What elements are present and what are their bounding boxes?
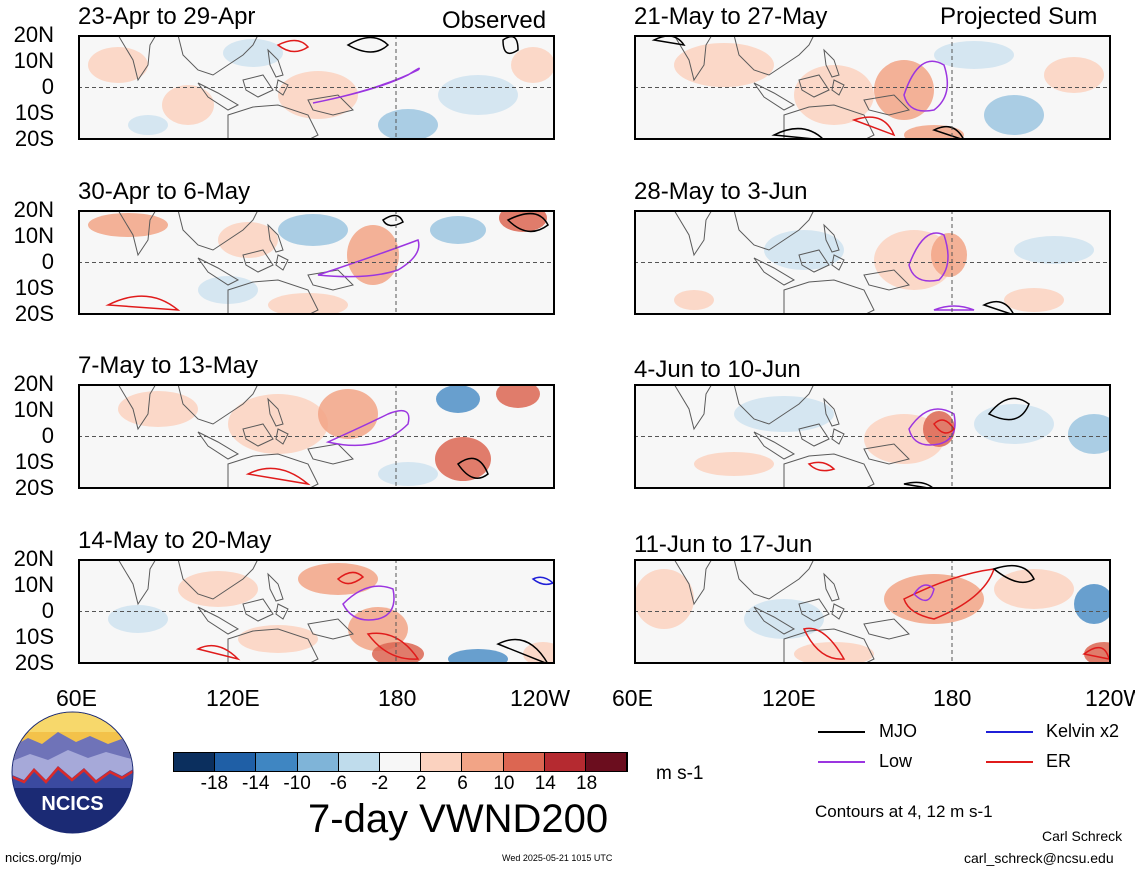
map-panel <box>78 210 555 315</box>
lat-label: 20S <box>14 301 54 326</box>
footer-email[interactable]: carl_schreck@ncsu.edu <box>964 850 1114 866</box>
footer-author: Carl Schreck <box>1042 828 1123 844</box>
map-panel <box>634 384 1111 489</box>
lat-label: 20S <box>14 126 54 151</box>
map-panel <box>634 35 1111 140</box>
colorbar-tick: 14 <box>534 773 556 794</box>
lat-label: 0 <box>41 249 54 274</box>
lat-label: 10N <box>13 572 54 597</box>
contours-note: Contours at 4, 12 m s-1 <box>815 802 993 821</box>
colorbar-tick: -10 <box>283 773 311 794</box>
observed-header: Observed <box>442 7 547 34</box>
colorbar-tick: 6 <box>457 773 468 794</box>
colorbar-units: m s-1 <box>656 763 704 784</box>
er-legend-line <box>986 761 1033 763</box>
lat-label: 0 <box>41 74 54 99</box>
colorbar-cell <box>379 753 422 771</box>
colorbar-cell <box>256 753 298 771</box>
lon-label: 120E <box>762 685 816 711</box>
panel-title: 14-May to 20-May <box>78 527 272 554</box>
lat-label: 10N <box>13 223 54 248</box>
lat-label: 20N <box>13 22 54 47</box>
footer-url[interactable]: ncics.org/mjo <box>5 850 82 865</box>
lat-label: 10S <box>14 624 54 649</box>
colorbar-cell <box>503 753 545 771</box>
lat-label: 10S <box>14 275 54 300</box>
footer-timestamp: Wed 2025-05-21 1015 UTC <box>502 853 613 863</box>
lat-label: 10S <box>14 100 54 125</box>
colorbar-cell <box>462 753 504 771</box>
map-panel <box>78 35 555 140</box>
colorbar <box>173 752 628 772</box>
lat-label: 0 <box>41 598 54 623</box>
colorbar-tick: -14 <box>241 773 270 794</box>
colorbar-cell <box>297 753 339 771</box>
lat-label: 20N <box>13 371 54 396</box>
lat-label: 20S <box>14 475 54 500</box>
colorbar-cell <box>338 753 380 771</box>
colorbar-tick: 18 <box>576 773 598 794</box>
panel-title: 4-Jun to 10-Jun <box>634 356 801 383</box>
ncics-logo: NCICS <box>10 710 135 835</box>
colorbar-cell <box>585 753 628 771</box>
legend-label: Low <box>879 751 913 771</box>
legend-label: ER <box>1046 751 1072 771</box>
colorbar-tick: -6 <box>330 773 347 794</box>
lat-label: 20N <box>13 546 54 571</box>
projected-header: Projected Sum <box>940 3 1098 30</box>
map-panel <box>78 559 555 664</box>
colorbar-tick: -2 <box>371 773 389 794</box>
logo-graphic: NCICS <box>11 711 134 834</box>
map-panel <box>78 384 555 489</box>
kelvin-legend-line <box>986 731 1033 733</box>
colorbar-tick: 2 <box>415 773 427 794</box>
lon-label: 180 <box>378 685 417 711</box>
colorbar-cell <box>544 753 586 771</box>
panel-title: 7-May to 13-May <box>78 352 259 379</box>
panel-title: 28-May to 3-Jun <box>634 178 808 205</box>
lat-label: 10N <box>13 48 54 73</box>
legend-label: MJO <box>879 721 917 741</box>
contour-legend: MJO Kelvin x2 Low ER <box>815 720 1135 780</box>
panel-title: 11-Jun to 17-Jun <box>634 531 813 558</box>
map-panel <box>634 210 1111 315</box>
mjo-legend-line <box>818 731 865 733</box>
lat-label: 20S <box>14 650 54 675</box>
colorbar-cell <box>215 753 257 771</box>
lat-label: 0 <box>41 423 54 448</box>
legend-label: Kelvin x2 <box>1046 721 1120 741</box>
lon-label: 180 <box>933 685 972 711</box>
lon-label: 60E <box>56 685 97 711</box>
lat-label: 10N <box>13 397 54 422</box>
lat-label: 10S <box>14 449 54 474</box>
lon-label: 60E <box>612 685 653 711</box>
figure-title: 7-day VWND200 <box>308 797 609 841</box>
lon-label: 120E <box>206 685 260 711</box>
colorbar-tick: -18 <box>200 773 229 794</box>
lat-label: 20N <box>13 197 54 222</box>
colorbar-tick: 10 <box>493 773 515 794</box>
logo-text: NCICS <box>41 793 103 815</box>
panel-title: 23-Apr to 29-Apr <box>78 3 256 30</box>
lon-label: 120W <box>510 685 571 711</box>
low-legend-line <box>818 761 865 763</box>
map-panel <box>634 559 1111 664</box>
colorbar-cell <box>421 753 463 771</box>
panel-title: 30-Apr to 6-May <box>78 178 251 205</box>
panel-title: 21-May to 27-May <box>634 3 828 30</box>
colorbar-cell <box>174 753 216 771</box>
lon-label: 120W <box>1085 685 1135 711</box>
